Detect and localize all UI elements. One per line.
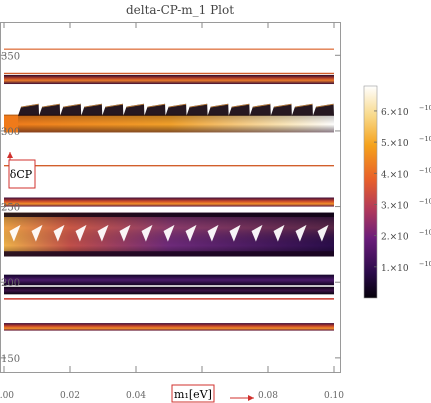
ylabel-box xyxy=(8,159,36,189)
sawtooth-edge xyxy=(126,103,145,108)
xtick-label: 0.04 xyxy=(126,391,146,401)
sawtooth-edge xyxy=(316,103,334,108)
sawtooth-tooth xyxy=(228,103,250,116)
sawtooth-tooth xyxy=(53,224,65,242)
sawtooth-tooth xyxy=(75,224,87,242)
sawtooth-edge xyxy=(42,103,60,108)
sawtooth-tooth xyxy=(141,224,153,242)
sawtooth-tooth xyxy=(270,103,292,116)
xtick-label: 0.02 xyxy=(60,391,80,401)
band-orange xyxy=(4,197,334,207)
sawtooth-edge xyxy=(147,103,166,108)
sawtooth-tooth xyxy=(60,103,82,116)
sawtooth-edge xyxy=(21,103,39,108)
colorbar-tick-exponent: −10 xyxy=(419,229,431,237)
ytick-label: 250 xyxy=(1,203,20,214)
sawtooth-edge xyxy=(273,103,292,108)
chart-title: delta-CP-m_1 Plot xyxy=(126,3,234,17)
sawtooth-tooth xyxy=(186,103,208,116)
sawtooth-tooth xyxy=(31,224,43,242)
colorbar-tick-label: 2.×10 xyxy=(381,233,409,243)
band-dark-purple xyxy=(4,274,334,286)
xtick-label: 0.08 xyxy=(258,391,278,401)
xlabel-box xyxy=(171,384,215,403)
sawtooth-tooth xyxy=(317,224,329,242)
ytick-label: 200 xyxy=(1,278,20,289)
sawtooth-tooth xyxy=(102,103,124,116)
sawtooth-tooth xyxy=(123,103,145,116)
sawtooth-tooth xyxy=(185,224,197,242)
xtick-label: 0.10 xyxy=(324,391,344,401)
colorbar-tick-exponent: −10 xyxy=(419,197,431,205)
sawtooth-tooth xyxy=(229,224,241,242)
lines-layer xyxy=(4,48,334,300)
sawtooth-tooth xyxy=(295,224,307,242)
sawtooth-edge xyxy=(63,103,81,108)
ytick-label: 150 xyxy=(1,354,20,365)
sawtooth-edge xyxy=(231,103,250,108)
sawtooth-tooth xyxy=(207,103,229,116)
sawtooth-tooth xyxy=(249,103,271,116)
sawtooth-edge xyxy=(189,103,208,108)
colorbar: 1.×10 −10 2.×10 −10 3.×10 −10 4.×10 −10 5.×10 −10… xyxy=(363,85,431,299)
sawtooth-tooth xyxy=(165,103,187,116)
sawtooth-tooth xyxy=(251,224,263,242)
sawtooth-tooth xyxy=(39,103,61,116)
sawtooth-edge xyxy=(168,103,187,108)
colorbar-tick-exponent: −10 xyxy=(419,166,431,174)
xlabel: m₁[eV] xyxy=(174,388,212,401)
band-purple-sawtooth xyxy=(4,212,334,257)
sawtooth-tooth xyxy=(9,224,21,242)
sawtooth-edge xyxy=(252,103,271,108)
colorbar-tick-label: 3.×10 xyxy=(381,201,409,211)
colorbar-tick-label: 1.×10 xyxy=(381,264,409,274)
sawtooth-edge xyxy=(105,103,123,108)
plot-frame xyxy=(0,22,341,373)
colorbar-gradient xyxy=(363,85,378,299)
band-dark-orange xyxy=(4,74,334,85)
ytick-label: 300 xyxy=(1,127,20,138)
colorbar-tick-exponent: −10 xyxy=(419,104,431,112)
sawtooth-tooth xyxy=(273,224,285,242)
sawtooth-tooth xyxy=(18,103,40,116)
bands-layer xyxy=(4,74,334,331)
band-bright-sawtooth-top xyxy=(4,103,334,133)
sawtooth-edge xyxy=(210,103,229,108)
colorbar-tick-exponent: −10 xyxy=(419,135,431,143)
ytick-label: 350 xyxy=(1,51,20,62)
colorbar-tick-label: 4.×10 xyxy=(381,170,409,180)
band-dark xyxy=(4,286,334,295)
sawtooth-tooth xyxy=(97,224,109,242)
sawtooth-tooth xyxy=(163,224,175,242)
sawtooth-edge xyxy=(84,103,102,108)
ylabel: δCP xyxy=(10,168,33,181)
sawtooth-tooth xyxy=(291,103,313,116)
sawtooth-tooth xyxy=(312,103,334,116)
sawtooth-tooth xyxy=(207,224,219,242)
sawtooth-edge xyxy=(294,103,313,108)
colorbar-tick-label: 6.×10 xyxy=(381,108,409,118)
sawtooth-tooth xyxy=(119,224,131,242)
colorbar-tick-exponent: −10 xyxy=(419,260,431,268)
sawtooth-tooth xyxy=(81,103,103,116)
colorbar-tick-label: 5.×10 xyxy=(381,139,409,149)
xtick-label: 0.00 xyxy=(0,391,14,401)
band-orange xyxy=(4,323,334,331)
sawtooth-tooth xyxy=(144,103,166,116)
